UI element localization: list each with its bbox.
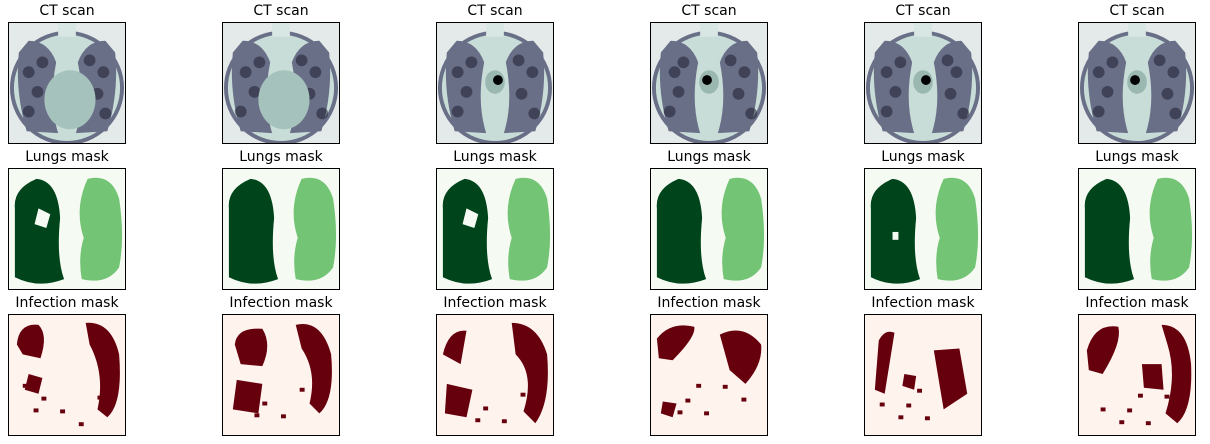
infection-image-1	[8, 314, 126, 436]
infection-image-graphic	[223, 315, 339, 435]
ct-image-1	[8, 22, 126, 144]
ct-image-graphic	[223, 23, 339, 143]
infection-image-graphic	[437, 315, 553, 435]
lungs-title-5: Lungs mask	[881, 149, 965, 165]
lungs-title-1: Lungs mask	[25, 149, 109, 165]
lungs-image-6	[1078, 168, 1196, 290]
ct-image-2	[222, 22, 340, 144]
infection-image-graphic	[9, 315, 125, 435]
infection-image-graphic	[865, 315, 981, 435]
lungs-image-4	[650, 168, 768, 290]
ct-image-graphic	[865, 23, 981, 143]
ct-image-3	[436, 22, 554, 144]
lungs-image-graphic	[1079, 169, 1195, 289]
lungs-title-3: Lungs mask	[453, 149, 537, 165]
infection-title-3: Infection mask	[443, 295, 547, 311]
lungs-image-graphic	[437, 169, 553, 289]
infection-image-5	[864, 314, 982, 436]
lungs-image-2	[222, 168, 340, 290]
ct-image-6	[1078, 22, 1196, 144]
infection-image-2	[222, 314, 340, 436]
lungs-image-1	[8, 168, 126, 290]
ct-image-5	[864, 22, 982, 144]
infection-title-1: Infection mask	[15, 295, 119, 311]
infection-title-2: Infection mask	[229, 295, 333, 311]
infection-image-graphic	[651, 315, 767, 435]
ct-image-graphic	[437, 23, 553, 143]
lungs-image-graphic	[651, 169, 767, 289]
ct-image-graphic	[9, 23, 125, 143]
lungs-image-graphic	[223, 169, 339, 289]
ct-title-4: CT scan	[681, 3, 737, 19]
infection-title-4: Infection mask	[657, 295, 761, 311]
ct-title-3: CT scan	[467, 3, 523, 19]
infection-image-3	[436, 314, 554, 436]
ct-image-graphic	[1079, 23, 1195, 143]
ct-title-1: CT scan	[39, 3, 95, 19]
infection-image-6	[1078, 314, 1196, 436]
lungs-image-graphic	[9, 169, 125, 289]
lungs-title-2: Lungs mask	[239, 149, 323, 165]
lungs-title-6: Lungs mask	[1095, 149, 1179, 165]
infection-image-graphic	[1079, 315, 1195, 435]
ct-image-graphic	[651, 23, 767, 143]
lungs-title-4: Lungs mask	[667, 149, 751, 165]
infection-title-5: Infection mask	[871, 295, 975, 311]
lungs-image-5	[864, 168, 982, 290]
lungs-image-graphic	[865, 169, 981, 289]
ct-title-5: CT scan	[895, 3, 951, 19]
ct-title-6: CT scan	[1109, 3, 1165, 19]
ct-image-4	[650, 22, 768, 144]
ct-title-2: CT scan	[253, 3, 309, 19]
lungs-image-3	[436, 168, 554, 290]
infection-title-6: Infection mask	[1085, 295, 1189, 311]
infection-image-4	[650, 314, 768, 436]
